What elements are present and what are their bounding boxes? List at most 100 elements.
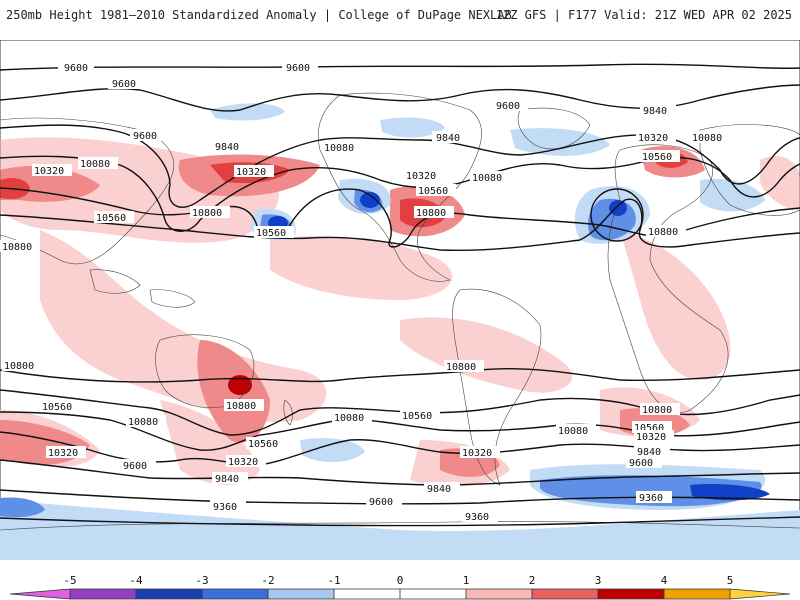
contour-label-10320-7: 10320 <box>460 446 500 459</box>
svg-text:10320: 10320 <box>638 133 668 144</box>
svg-text:10080: 10080 <box>692 133 722 144</box>
contour-label-10560-7: 10560 <box>400 409 440 422</box>
contour-label-10800-4: 10800 <box>646 225 686 238</box>
svg-text:10080: 10080 <box>128 417 158 428</box>
svg-text:10560: 10560 <box>634 423 664 434</box>
svg-text:10320: 10320 <box>636 432 666 443</box>
svg-text:10320: 10320 <box>406 171 436 182</box>
contour-label-10320-8: 10320 <box>634 430 674 443</box>
contour-label-10320-1: 10320 <box>32 164 72 177</box>
cb-swatch-8 <box>532 589 598 599</box>
cb-label-2: 2 <box>529 574 536 587</box>
svg-text:10800: 10800 <box>446 362 476 373</box>
contour-label-10080-5: 10080 <box>126 415 166 428</box>
contour-label-10800-6: 10800 <box>224 399 264 412</box>
contour-label-10080-4: 10080 <box>690 131 730 144</box>
cb-swatch-4 <box>268 589 334 599</box>
contour-label-9600-5: 9600 <box>492 99 528 112</box>
contour-label-10320-4: 10320 <box>636 131 676 144</box>
cb-swatch-9 <box>598 589 664 599</box>
header-bar: 250mb Height 1981–2010 Standardized Anom… <box>0 0 800 36</box>
svg-text:10800: 10800 <box>416 208 446 219</box>
svg-text:10800: 10800 <box>192 208 222 219</box>
svg-text:9360: 9360 <box>639 493 663 504</box>
contour-label-9600-4: 9600 <box>130 129 166 142</box>
model-run-info: 12Z GFS | F177 Valid: 21Z WED APR 02 202… <box>495 8 792 22</box>
svg-text:10080: 10080 <box>558 426 588 437</box>
cb-label-neg1: -1 <box>327 574 340 587</box>
coastlines <box>0 92 800 531</box>
cb-swatch-10 <box>664 589 730 599</box>
svg-text:9600: 9600 <box>629 458 653 469</box>
svg-text:10800: 10800 <box>648 227 678 238</box>
cb-label-1: 1 <box>463 574 470 587</box>
contour-label-9840-6: 9840 <box>634 445 670 458</box>
contour-label-10560-1: 10560 <box>94 211 134 224</box>
cb-label-neg5: -5 <box>63 574 76 587</box>
contour-labels: 9600 9600 9600 9600 9600 9840 9840 9840 … <box>0 61 730 523</box>
cb-swatch-6 <box>400 589 466 599</box>
contour-label-10800-8: 10800 <box>640 403 680 416</box>
svg-text:10560: 10560 <box>42 402 72 413</box>
cb-label-5: 5 <box>727 574 734 587</box>
cb-label-neg3: -3 <box>195 574 208 587</box>
svg-text:10560: 10560 <box>642 152 672 163</box>
contour-label-9600-6: 9600 <box>120 459 156 472</box>
contour-label-10080-3: 10080 <box>470 171 510 184</box>
svg-text:10800: 10800 <box>226 401 256 412</box>
contour-label-9360-3: 9360 <box>462 510 498 523</box>
svg-text:10800: 10800 <box>642 405 672 416</box>
svg-text:9600: 9600 <box>286 63 310 74</box>
svg-text:9360: 9360 <box>465 512 489 523</box>
contour-label-10800-3: 10800 <box>414 206 454 219</box>
contour-label-10560-5: 10560 <box>40 400 80 413</box>
svg-text:9600: 9600 <box>133 131 157 142</box>
svg-text:10320: 10320 <box>48 448 78 459</box>
cb-swatch-11 <box>730 589 790 599</box>
contour-label-9840-2: 9840 <box>432 131 468 144</box>
colorbar-ticks <box>69 589 731 599</box>
contour-label-9600-3: 9600 <box>282 61 318 74</box>
cb-swatch-1 <box>70 589 136 599</box>
svg-text:10560: 10560 <box>402 411 432 422</box>
cb-label-neg2: -2 <box>261 574 274 587</box>
svg-text:9600: 9600 <box>369 497 393 508</box>
contour-label-10800-5: 10800 <box>2 359 42 372</box>
svg-text:9840: 9840 <box>643 106 667 117</box>
height-contours <box>0 63 800 527</box>
cb-swatch-2 <box>136 589 202 599</box>
svg-text:9840: 9840 <box>215 474 239 485</box>
contour-label-9600-8: 9600 <box>626 456 662 469</box>
svg-text:10560: 10560 <box>248 439 278 450</box>
contour-label-10320-2: 10320 <box>234 165 274 178</box>
svg-text:10320: 10320 <box>228 457 258 468</box>
contour-label-10320-5: 10320 <box>46 446 86 459</box>
contour-label-9600-7: 9600 <box>366 495 402 508</box>
cb-label-neg4: -4 <box>129 574 143 587</box>
contour-label-9360-2: 9360 <box>636 491 672 504</box>
cb-swatch-5 <box>334 589 400 599</box>
contour-label-10800-2: 10800 <box>190 206 230 219</box>
contour-label-10080-6: 10080 <box>332 411 372 424</box>
cb-label-4: 4 <box>661 574 668 587</box>
svg-text:9840: 9840 <box>427 484 451 495</box>
svg-text:10080: 10080 <box>80 159 110 170</box>
svg-text:9600: 9600 <box>123 461 147 472</box>
svg-text:10080: 10080 <box>324 143 354 154</box>
svg-text:9840: 9840 <box>637 447 661 458</box>
contour-label-10800-7: 10800 <box>444 360 484 373</box>
svg-text:10320: 10320 <box>462 448 492 459</box>
contour-label-10080-1: 10080 <box>78 157 118 170</box>
contour-label-10320-6: 10320 <box>226 455 266 468</box>
map-title: 250mb Height 1981–2010 Standardized Anom… <box>6 8 512 22</box>
contour-label-10560-3: 10560 <box>416 184 456 197</box>
cb-swatch-7 <box>466 589 532 599</box>
cb-swatch-3 <box>202 589 268 599</box>
contour-label-10080-7: 10080 <box>556 424 596 437</box>
colorbar: -5 -4 -3 -2 -1 0 1 2 3 4 5 <box>9 574 791 600</box>
cb-label-0: 0 <box>397 574 404 587</box>
svg-text:9600: 9600 <box>112 79 136 90</box>
svg-text:9360: 9360 <box>213 502 237 513</box>
contour-label-9600-1: 9600 <box>58 61 94 74</box>
svg-text:10080: 10080 <box>472 173 502 184</box>
